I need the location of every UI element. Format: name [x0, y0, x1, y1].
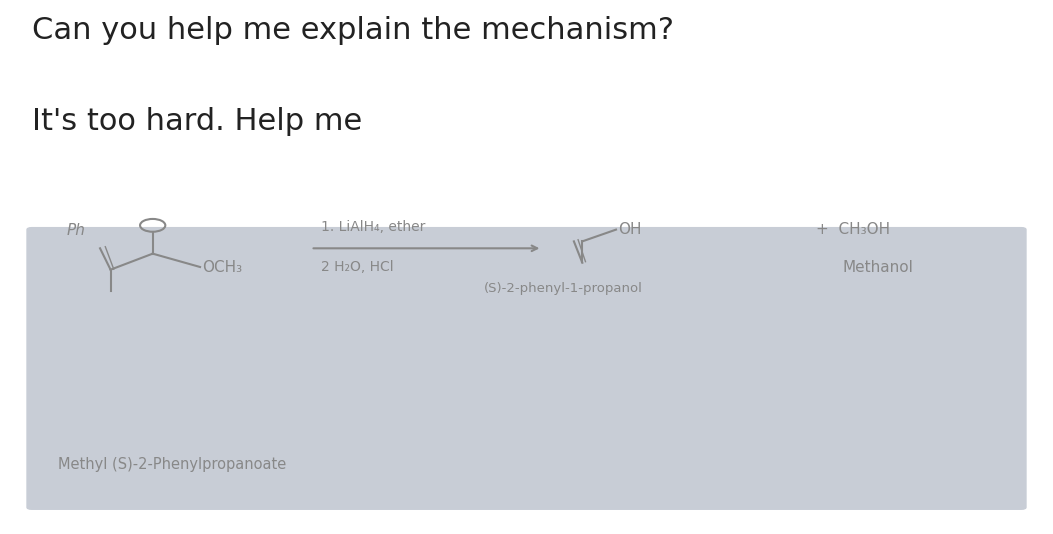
Text: 1. LiAlH₄, ether: 1. LiAlH₄, ether — [321, 220, 425, 234]
FancyBboxPatch shape — [26, 227, 1027, 510]
Text: +  CH₃OH: + CH₃OH — [816, 222, 890, 237]
Text: Methyl (S)-2-Phenylpropanoate: Methyl (S)-2-Phenylpropanoate — [58, 457, 286, 472]
Text: Methanol: Methanol — [842, 260, 913, 274]
Text: 2 H₂O, HCl: 2 H₂O, HCl — [321, 260, 394, 274]
Text: (S)-2-phenyl-1-propanol: (S)-2-phenyl-1-propanol — [484, 282, 642, 295]
Text: OCH₃: OCH₃ — [202, 260, 242, 274]
Text: It's too hard. Help me: It's too hard. Help me — [32, 107, 362, 136]
Text: Can you help me explain the mechanism?: Can you help me explain the mechanism? — [32, 16, 674, 45]
Text: Ph: Ph — [66, 223, 85, 238]
Text: OH: OH — [618, 222, 641, 237]
